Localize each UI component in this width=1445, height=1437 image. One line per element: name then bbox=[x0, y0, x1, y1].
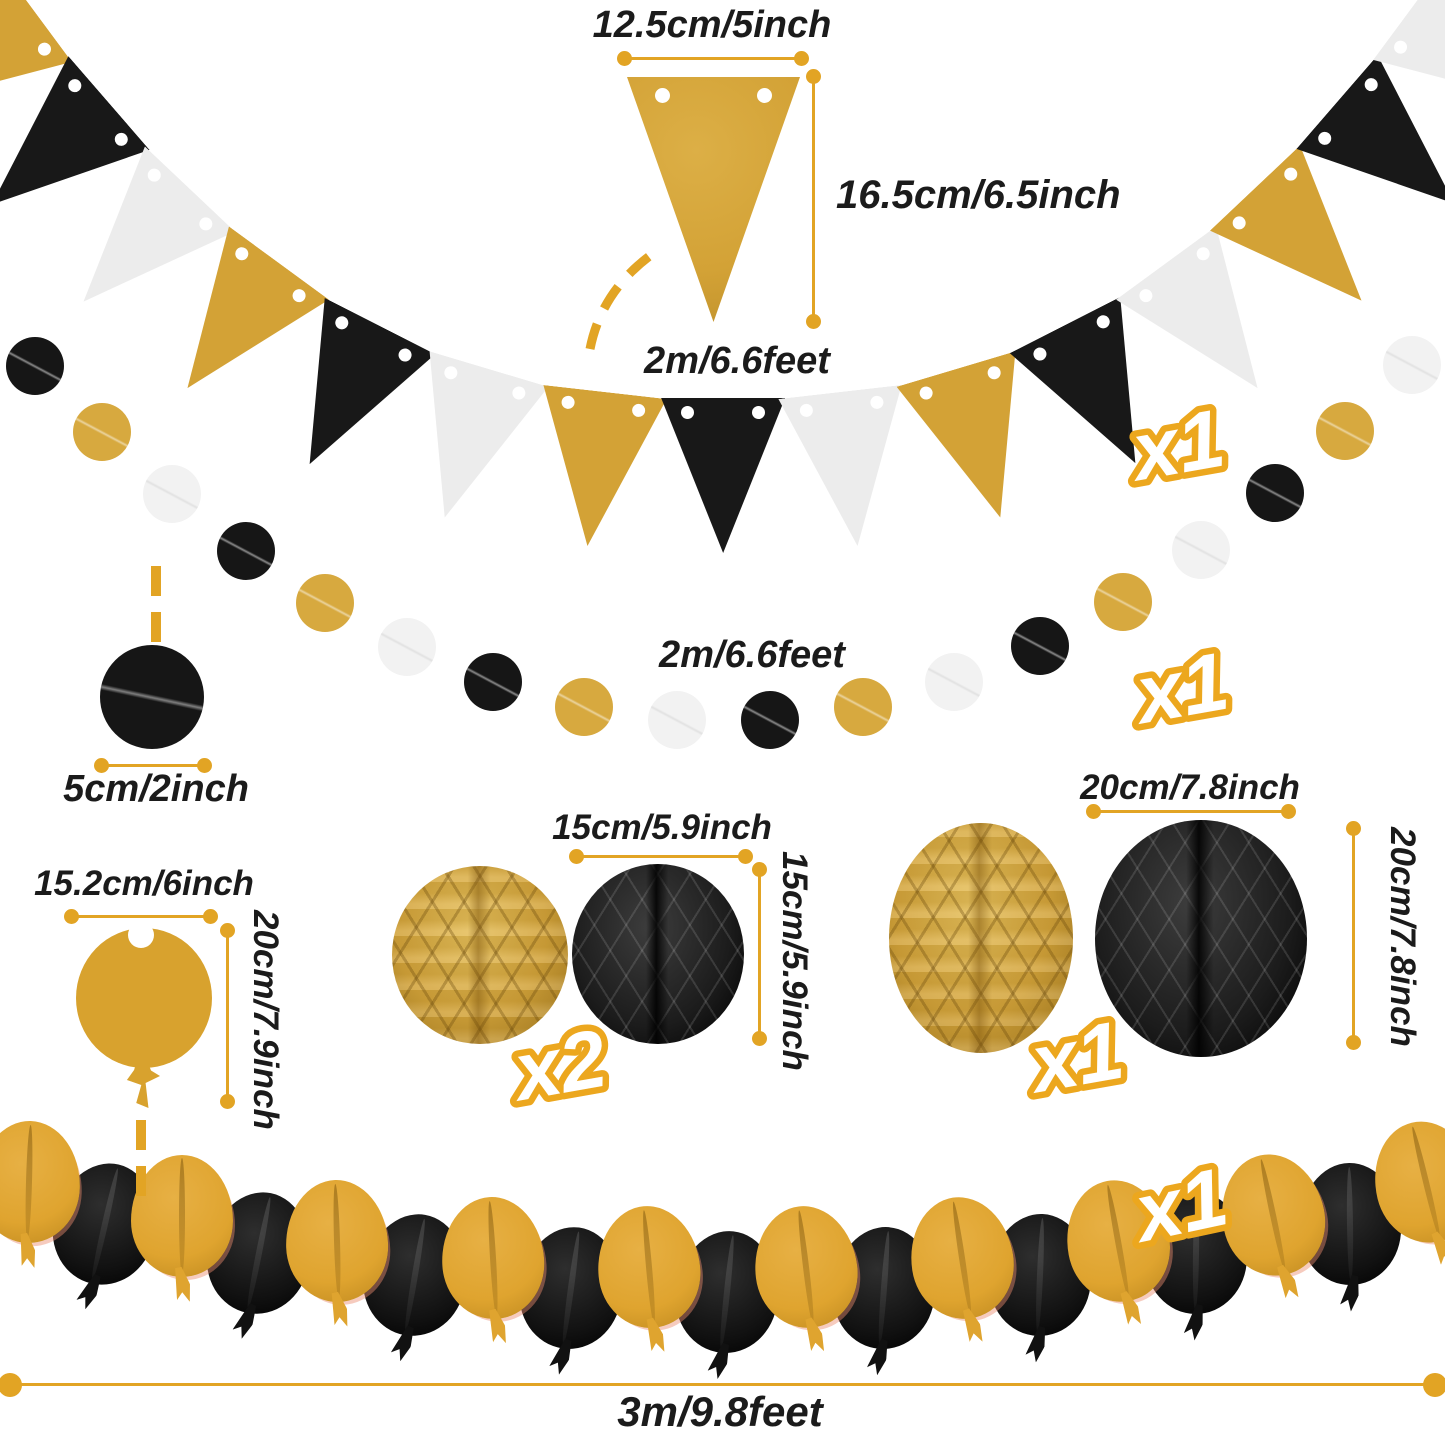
garland-circle-gold bbox=[1316, 401, 1375, 460]
dimension-line-honeycomb-large-height bbox=[1346, 821, 1361, 1050]
balloon-garland-length-label: 3m/9.8feet bbox=[617, 1388, 823, 1435]
balloon-cutout-hole bbox=[128, 922, 154, 948]
banner-count-text: x1 bbox=[1121, 393, 1231, 499]
honeycomb-ball-large-gold bbox=[889, 823, 1073, 1053]
dimension-line-honeycomb-small-height bbox=[752, 862, 767, 1046]
dimension-line-flag-width bbox=[617, 51, 809, 66]
balloon-garland-count-marker: x1 bbox=[1117, 1145, 1242, 1267]
garland-circle-gold bbox=[295, 573, 354, 632]
balloon-cutout-body bbox=[76, 928, 212, 1068]
dimension-line-flag-height bbox=[806, 69, 821, 329]
garland-circle-gold bbox=[555, 678, 614, 737]
flag-height-label: 16.5cm/6.5inch bbox=[836, 173, 1121, 217]
garland-circle-gold bbox=[834, 678, 893, 737]
garland-circle-black bbox=[1010, 617, 1069, 676]
garland-circle-black bbox=[217, 522, 276, 581]
honeycomb-ball-large-black bbox=[1095, 820, 1307, 1057]
balloon-garland-count-text: x1 bbox=[1123, 1152, 1235, 1261]
honeycomb-small-count-text: x2 bbox=[503, 1013, 613, 1119]
garland-circle-black bbox=[464, 653, 523, 712]
flag-hole bbox=[680, 405, 694, 419]
garland-circle-white bbox=[142, 464, 201, 523]
garland-circle-black bbox=[6, 337, 65, 396]
circle-garland-count-text: x1 bbox=[1125, 636, 1235, 742]
garland-circle-black bbox=[741, 691, 800, 750]
dimension-line-cutout-height bbox=[220, 923, 235, 1109]
dimension-line-honeycomb-large-width bbox=[1086, 804, 1296, 819]
circle-garland-count-marker: x1 bbox=[1119, 629, 1242, 748]
honeycomb-ball-small-gold bbox=[392, 866, 568, 1044]
circle-size-label: 5cm/2inch bbox=[63, 768, 249, 810]
honeycomb-small-size-label: 15cm/5.9inch bbox=[552, 808, 772, 847]
garland-circle-white bbox=[648, 691, 707, 750]
garland-circle-gold bbox=[1093, 572, 1152, 631]
flag-hole bbox=[757, 88, 773, 103]
garland-circle-white bbox=[378, 618, 437, 676]
garland-circle-white bbox=[1171, 521, 1230, 580]
honeycomb-large-count-marker: x1 bbox=[1014, 998, 1137, 1117]
banner-length-label: 2m/6.6feet bbox=[644, 340, 830, 382]
garland-circle-white bbox=[1383, 336, 1441, 394]
flag-hole bbox=[752, 405, 766, 419]
garland-circle-gold bbox=[72, 402, 131, 461]
garland-circle-black bbox=[1246, 463, 1305, 522]
circle-garland-length-label: 2m/6.6feet bbox=[659, 634, 845, 676]
honeycomb-small-count-marker: x2 bbox=[497, 1006, 620, 1125]
flag-width-label: 12.5cm/5inch bbox=[592, 4, 832, 46]
paper-balloon-gold bbox=[130, 1154, 233, 1277]
dimension-line-garland-length bbox=[0, 1373, 1445, 1397]
honeycomb-large-size-label-vertical: 20cm/7.8inch bbox=[1383, 827, 1422, 1047]
balloon-fold bbox=[178, 1158, 185, 1273]
honeycomb-large-count-text: x1 bbox=[1020, 1005, 1130, 1111]
flag-hole bbox=[654, 88, 670, 103]
big-circle-example bbox=[100, 645, 204, 749]
honeycomb-ball-small-black bbox=[572, 864, 744, 1044]
cutout-width-label: 15.2cm/6inch bbox=[34, 864, 254, 903]
honeycomb-small-size-label-vertical: 15cm/5.9inch bbox=[775, 851, 814, 1071]
dimension-line-honeycomb-small-width bbox=[569, 849, 753, 864]
dimension-line-circle bbox=[94, 758, 212, 773]
banner-count-marker: x1 bbox=[1115, 386, 1238, 505]
cutout-height-label: 20cm/7.9inch bbox=[246, 910, 285, 1130]
garland-circle-white bbox=[924, 652, 983, 711]
honeycomb-large-size-label: 20cm/7.8inch bbox=[1080, 768, 1300, 807]
dimension-line-cutout-width bbox=[64, 909, 218, 924]
